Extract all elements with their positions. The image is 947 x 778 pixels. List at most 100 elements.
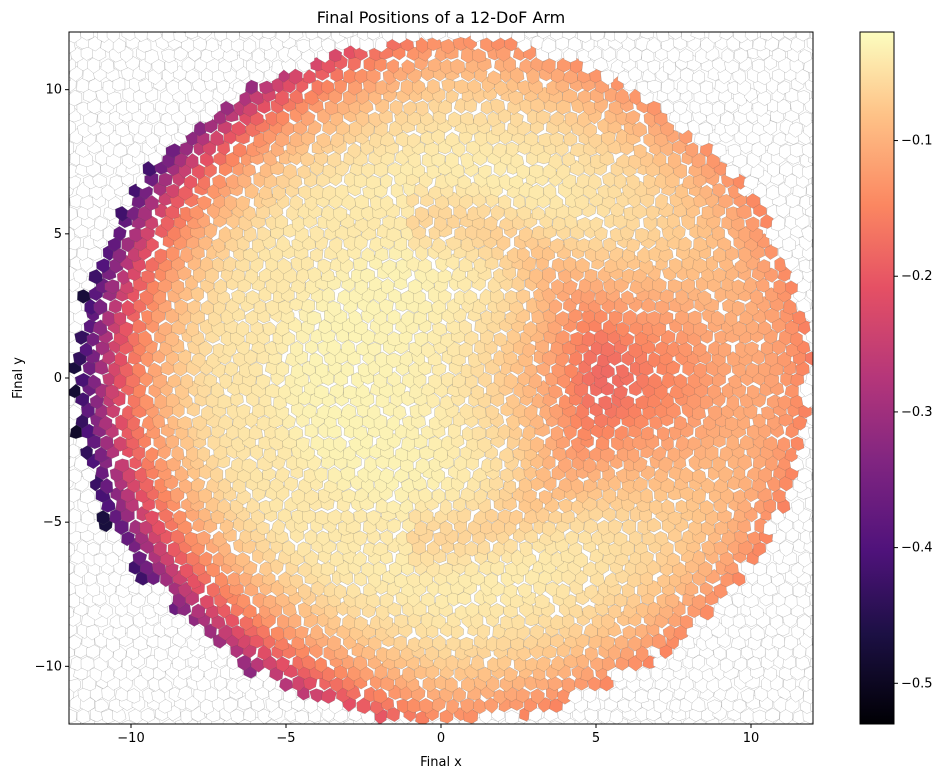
empty-cell (813, 382, 827, 397)
empty-cell (811, 406, 813, 416)
empty-cell (64, 13, 77, 28)
empty-cell (815, 162, 830, 178)
empty-cell (816, 643, 830, 658)
colorbar-tick-label: −0.4 (901, 541, 933, 556)
empty-cell (86, 624, 100, 641)
empty-cell (649, 13, 662, 29)
value-cell (414, 520, 428, 536)
empty-cell (594, 14, 607, 30)
empty-cell (108, 571, 122, 588)
empty-cell (161, 718, 176, 724)
empty-cell (55, 151, 69, 166)
empty-cell (49, 184, 63, 198)
empty-cell (48, 646, 61, 660)
empty-cell (190, 623, 205, 641)
empty-cell (805, 455, 813, 471)
value-cell (445, 677, 458, 693)
empty-cell (742, 32, 745, 33)
empty-cell (812, 492, 813, 501)
value-cell (288, 612, 302, 629)
value-cell (551, 655, 565, 672)
empty-cell (790, 729, 803, 744)
empty-cell (700, 727, 714, 742)
value-cell (545, 581, 560, 597)
empty-cell (633, 15, 647, 30)
value-cell (652, 633, 667, 649)
empty-cell (49, 162, 63, 177)
empty-cell (133, 635, 148, 651)
value-cell (473, 488, 488, 505)
empty-cell (650, 727, 663, 743)
value-cell (274, 466, 290, 483)
value-cell (132, 445, 146, 461)
empty-cell (81, 467, 96, 483)
value-cell (600, 635, 615, 651)
empty-cell (128, 15, 142, 30)
empty-cell (750, 624, 765, 641)
empty-cell (815, 99, 829, 115)
empty-cell (481, 729, 495, 744)
empty-cell (738, 625, 752, 641)
value-cell (365, 592, 381, 608)
empty-cell (69, 605, 74, 619)
empty-cell (503, 730, 517, 744)
empty-cell (51, 245, 64, 261)
x-axis-label: Final x (420, 755, 462, 770)
chart-title: Final Positions of a 12-DoF Arm (317, 8, 565, 27)
y-tick-label: −5 (43, 515, 62, 530)
value-cell (573, 551, 588, 568)
value-cell (519, 541, 533, 557)
empty-cell (47, 331, 62, 347)
empty-cell (54, 301, 67, 315)
value-cell (679, 486, 695, 502)
value-cell (393, 635, 407, 652)
value-cell (732, 571, 746, 587)
value-cell (627, 447, 640, 463)
empty-cell (182, 32, 187, 34)
empty-cell (194, 728, 206, 743)
value-cell (236, 654, 252, 671)
value-cell (295, 625, 309, 640)
empty-cell (49, 540, 63, 554)
value-cell (158, 172, 173, 187)
value-cell (114, 458, 130, 473)
empty-cell (818, 184, 831, 199)
empty-cell (622, 16, 636, 31)
value-cell (340, 466, 356, 482)
empty-cell (492, 728, 506, 742)
empty-cell (765, 730, 778, 744)
empty-cell (214, 675, 227, 692)
empty-cell (69, 561, 75, 575)
value-cell (275, 656, 290, 673)
value-cell (158, 508, 174, 523)
empty-cell (195, 16, 208, 29)
empty-cell (352, 727, 364, 743)
empty-cell (139, 14, 152, 28)
empty-cell (816, 707, 830, 722)
colorbar-tick-label: −0.5 (901, 676, 933, 691)
value-cell (692, 468, 707, 484)
empty-cell (75, 16, 88, 30)
value-cell (309, 688, 324, 703)
empty-cell (312, 729, 326, 743)
empty-cell (740, 688, 755, 704)
empty-cell (212, 32, 214, 33)
value-cell (422, 675, 437, 692)
empty-cell (700, 17, 714, 31)
empty-cell (219, 17, 233, 32)
value-cell (457, 591, 472, 606)
value-cell (570, 331, 585, 346)
empty-cell (724, 686, 739, 703)
value-cell (227, 572, 241, 587)
empty-cell (53, 25, 68, 41)
empty-cell (50, 16, 63, 31)
value-cell (477, 623, 491, 640)
y-tick-label: 5 (54, 227, 62, 242)
value-cell (346, 582, 361, 599)
empty-cell (660, 731, 673, 744)
value-cell (353, 508, 368, 524)
empty-cell (69, 321, 70, 327)
empty-cell (69, 508, 81, 524)
value-cell (197, 446, 210, 462)
colorbar-tick-label: −0.1 (901, 134, 933, 149)
